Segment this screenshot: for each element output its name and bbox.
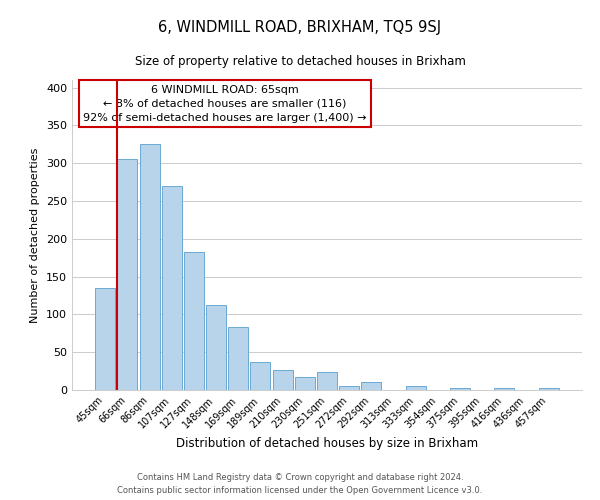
X-axis label: Distribution of detached houses by size in Brixham: Distribution of detached houses by size …: [176, 437, 478, 450]
Text: Contains HM Land Registry data © Crown copyright and database right 2024.: Contains HM Land Registry data © Crown c…: [137, 474, 463, 482]
Bar: [140, 144, 160, 390]
Text: 6 WINDMILL ROAD: 65sqm
← 8% of detached houses are smaller (116)
92% of semi-det: 6 WINDMILL ROAD: 65sqm ← 8% of detached …: [83, 84, 367, 122]
Bar: [206, 306, 226, 390]
Bar: [339, 386, 359, 390]
Bar: [295, 377, 315, 390]
Bar: [118, 160, 137, 390]
Text: Size of property relative to detached houses in Brixham: Size of property relative to detached ho…: [134, 55, 466, 68]
Y-axis label: Number of detached properties: Number of detached properties: [31, 148, 40, 322]
Bar: [450, 388, 470, 390]
Bar: [184, 252, 204, 390]
Bar: [539, 388, 559, 390]
Bar: [406, 386, 426, 390]
Bar: [317, 372, 337, 390]
Bar: [361, 382, 382, 390]
Text: Contains public sector information licensed under the Open Government Licence v3: Contains public sector information licen…: [118, 486, 482, 495]
Bar: [95, 288, 115, 390]
Bar: [272, 370, 293, 390]
Bar: [162, 186, 182, 390]
Bar: [250, 362, 271, 390]
Bar: [494, 388, 514, 390]
Text: 6, WINDMILL ROAD, BRIXHAM, TQ5 9SJ: 6, WINDMILL ROAD, BRIXHAM, TQ5 9SJ: [158, 20, 442, 35]
Bar: [228, 327, 248, 390]
